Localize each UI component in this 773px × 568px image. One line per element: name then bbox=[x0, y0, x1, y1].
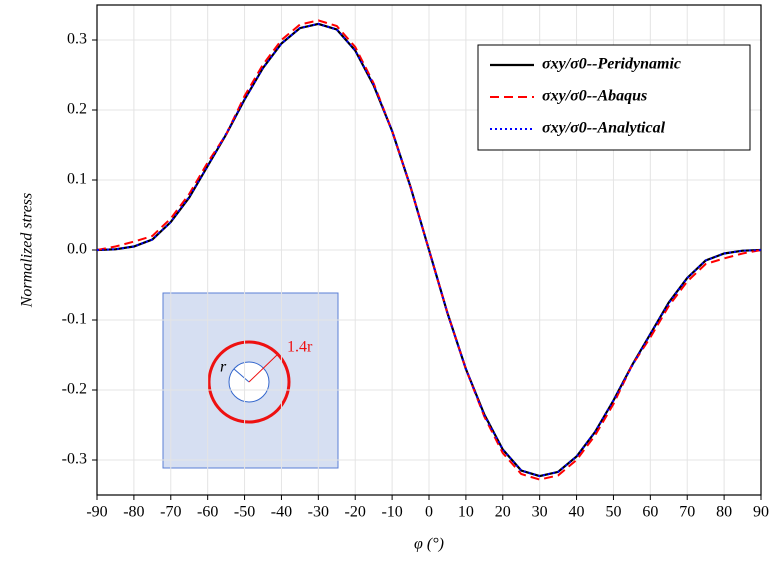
x-tick-label: 20 bbox=[495, 504, 511, 521]
y-tick-label: -0.3 bbox=[62, 451, 87, 468]
inset-1.4r-arrow bbox=[248, 353, 279, 383]
x-tick-label: 0 bbox=[425, 504, 433, 521]
x-tick-label: 80 bbox=[716, 504, 732, 521]
y-tick-label: -0.2 bbox=[62, 381, 87, 398]
x-tick-label: -80 bbox=[123, 504, 144, 521]
x-tick-label: 60 bbox=[642, 504, 658, 521]
x-tick-label: 50 bbox=[605, 504, 621, 521]
legend-label: σxy/σ0--Abaqus bbox=[542, 88, 647, 105]
y-tick-label: 0.3 bbox=[67, 31, 87, 48]
x-tick-label: -30 bbox=[308, 504, 329, 521]
x-tick-label: 30 bbox=[532, 504, 548, 521]
inset-label: 1.4r bbox=[287, 339, 313, 356]
y-axis-label: Normalized stress bbox=[19, 193, 36, 309]
legend-label: σxy/σ0--Peridynamic bbox=[542, 56, 681, 73]
x-axis-label: φ (°) bbox=[414, 536, 444, 553]
x-tick-label: -40 bbox=[271, 504, 292, 521]
x-tick-label: 70 bbox=[679, 504, 695, 521]
x-tick-label: 40 bbox=[569, 504, 585, 521]
x-tick-label: -10 bbox=[381, 504, 402, 521]
y-tick-label: -0.1 bbox=[62, 311, 87, 328]
y-tick-label: 0.1 bbox=[67, 171, 87, 188]
x-tick-label: -20 bbox=[345, 504, 366, 521]
x-tick-label: 90 bbox=[753, 504, 769, 521]
inset-r-arrow bbox=[233, 368, 250, 383]
x-tick-label: 10 bbox=[458, 504, 474, 521]
x-tick-label: -70 bbox=[160, 504, 181, 521]
inset-outer-circle bbox=[207, 340, 291, 424]
x-tick-label: -90 bbox=[86, 504, 107, 521]
legend-label: σxy/σ0--Analytical bbox=[542, 120, 666, 137]
y-tick-label: 0.2 bbox=[67, 101, 87, 118]
series-line bbox=[96, 22, 762, 478]
inset-label: r bbox=[220, 359, 227, 376]
x-tick-label: -60 bbox=[197, 504, 218, 521]
y-tick-label: 0.0 bbox=[67, 241, 87, 258]
x-tick-label: -50 bbox=[234, 504, 255, 521]
